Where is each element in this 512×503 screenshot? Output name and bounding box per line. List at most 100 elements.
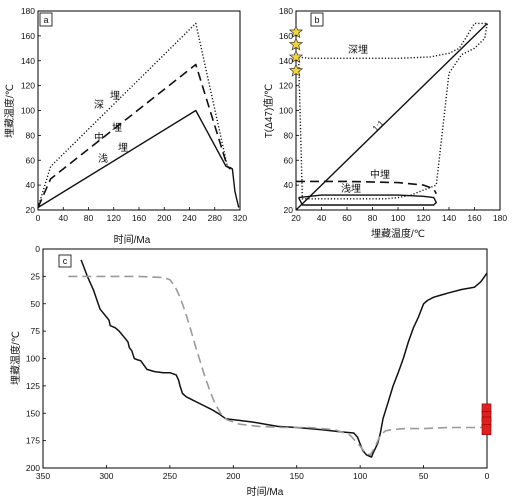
panel-b-x-ticks: 20 40 60 80 100 120 140 160 180 bbox=[291, 207, 507, 223]
x-tick-label: 280 bbox=[208, 213, 222, 223]
panel-c-frame bbox=[42, 248, 488, 469]
panel-c-label-box bbox=[58, 254, 72, 268]
x-tick-label: 250 bbox=[163, 471, 177, 481]
y-tick-label: 140 bbox=[279, 56, 293, 66]
panel-a-label: a bbox=[43, 15, 48, 25]
panel-a-frame bbox=[37, 10, 241, 211]
y-tick-label: 100 bbox=[279, 106, 293, 116]
y-tick-label: 20 bbox=[284, 205, 294, 215]
x-tick-label: 50 bbox=[419, 471, 429, 481]
y-tick-label: 60 bbox=[284, 155, 294, 165]
x-tick-label: 100 bbox=[391, 213, 405, 223]
x-tick-label: 40 bbox=[317, 213, 327, 223]
series-line-solid bbox=[297, 194, 437, 206]
panel-a-annotation-mid-2: 埋 bbox=[112, 122, 122, 134]
series-line-dashed bbox=[296, 180, 438, 195]
panel-a-label-box bbox=[39, 12, 53, 27]
panel-b-y-axis-label: T(Δ47)值/℃ bbox=[262, 84, 275, 139]
y-tick-label: 20 bbox=[26, 205, 36, 215]
series-line-dashed bbox=[68, 275, 487, 456]
sample-marker bbox=[481, 424, 492, 435]
star-marker bbox=[288, 24, 304, 39]
panel-a-x-ticks: 0 40 80 120 160 200 240 280 320 bbox=[36, 207, 247, 223]
y-tick-label: 180 bbox=[279, 6, 293, 16]
panel-c-series bbox=[68, 259, 488, 458]
y-tick-label: 150 bbox=[26, 408, 40, 418]
y-tick-label: 100 bbox=[21, 106, 35, 116]
x-tick-label: 180 bbox=[493, 213, 507, 223]
panel-b-label: b bbox=[314, 15, 319, 25]
panel-b-annotation-1to1: 1:1 bbox=[370, 118, 386, 134]
x-tick-label: 60 bbox=[342, 213, 352, 223]
panel-a-annotation-shallow-2: 埋 bbox=[118, 142, 128, 154]
y-tick-label: 80 bbox=[284, 130, 294, 140]
star-marker bbox=[288, 63, 304, 77]
panel-a-annotation-mid-1: 中 bbox=[94, 131, 104, 144]
x-tick-label: 320 bbox=[233, 213, 247, 223]
series-line-dotted bbox=[297, 22, 488, 200]
x-tick-label: 0 bbox=[485, 471, 490, 481]
panel-a-y-axis-label: 埋藏温度/℃ bbox=[3, 84, 16, 138]
panel-b-series bbox=[295, 22, 488, 211]
panel-c-y-axis-label: 埋藏温度/℃ bbox=[9, 331, 22, 385]
y-tick-label: 120 bbox=[279, 81, 293, 91]
panel-a-annotation-shallow-1: 浅 bbox=[98, 152, 108, 165]
x-tick-label: 120 bbox=[416, 213, 430, 223]
x-tick-label: 120 bbox=[107, 213, 121, 223]
x-tick-label: 160 bbox=[132, 213, 146, 223]
panel-a-annotation-deep-2: 埋 bbox=[110, 90, 120, 102]
y-tick-label: 0 bbox=[35, 244, 40, 254]
panel-b-annotation-deep: 深埋 bbox=[348, 44, 368, 56]
panel-a-x-axis-label: 时间/Ma bbox=[114, 233, 151, 246]
series-line-solid bbox=[37, 109, 240, 209]
x-tick-label: 40 bbox=[59, 213, 69, 223]
panel-b: b 20 40 60 80 100 120 140 160 180 20 40 60 80 100 120… bbox=[262, 6, 507, 240]
x-tick-label: 200 bbox=[226, 471, 240, 481]
panel-b-y-ticks: 20 40 60 80 100 120 140 160 180 bbox=[279, 6, 299, 215]
x-tick-label: 140 bbox=[442, 213, 456, 223]
y-tick-label: 180 bbox=[21, 6, 35, 16]
x-tick-label: 150 bbox=[290, 471, 304, 481]
y-tick-label: 160 bbox=[21, 31, 35, 41]
x-tick-label: 350 bbox=[36, 471, 50, 481]
y-tick-label: 160 bbox=[279, 31, 293, 41]
y-tick-label: 25 bbox=[31, 271, 41, 281]
panel-b-stars bbox=[288, 24, 304, 77]
series-line-solid-1-1 bbox=[295, 22, 488, 211]
y-tick-label: 120 bbox=[21, 81, 35, 91]
panel-c: c 0 25 50 75 100 125 150 175 200 350 300 250 200 150… bbox=[9, 244, 492, 498]
panel-c-y-ticks: 0 25 50 75 100 125 150 175 200 bbox=[26, 244, 46, 473]
star-marker bbox=[288, 49, 304, 64]
x-tick-label: 20 bbox=[291, 213, 301, 223]
y-tick-label: 60 bbox=[26, 155, 36, 165]
series-line-dotted bbox=[37, 22, 231, 208]
star-marker bbox=[288, 37, 304, 51]
x-tick-label: 300 bbox=[99, 471, 113, 481]
y-tick-label: 140 bbox=[21, 56, 35, 66]
y-tick-label: 175 bbox=[26, 436, 40, 446]
series-line-solid bbox=[80, 259, 488, 458]
panel-b-annotation-shallow: 浅埋 bbox=[341, 182, 361, 195]
panel-a-series bbox=[37, 22, 240, 209]
y-tick-label: 100 bbox=[26, 354, 40, 364]
panel-b-x-axis-label: 埋藏温度/℃ bbox=[371, 227, 425, 240]
x-tick-label: 200 bbox=[157, 213, 171, 223]
x-tick-label: 80 bbox=[368, 213, 378, 223]
series-line-dashed bbox=[37, 63, 232, 208]
y-tick-label: 40 bbox=[284, 180, 294, 190]
panel-b-annotation-mid: 中埋 bbox=[370, 168, 390, 181]
panel-c-label: c bbox=[63, 256, 68, 266]
x-tick-label: 100 bbox=[353, 471, 367, 481]
y-tick-label: 50 bbox=[31, 299, 41, 309]
panel-a-y-ticks: 20 40 60 80 100 120 140 160 180 bbox=[21, 6, 41, 215]
x-tick-label: 240 bbox=[182, 213, 196, 223]
y-tick-label: 40 bbox=[26, 180, 36, 190]
y-tick-label: 200 bbox=[26, 463, 40, 473]
panel-c-x-axis-label: 时间/Ma bbox=[247, 485, 284, 498]
x-tick-label: 160 bbox=[467, 213, 481, 223]
panel-c-markers bbox=[481, 403, 492, 435]
panel-b-label-box bbox=[310, 12, 324, 27]
y-tick-label: 125 bbox=[26, 381, 40, 391]
x-tick-label: 80 bbox=[84, 213, 94, 223]
